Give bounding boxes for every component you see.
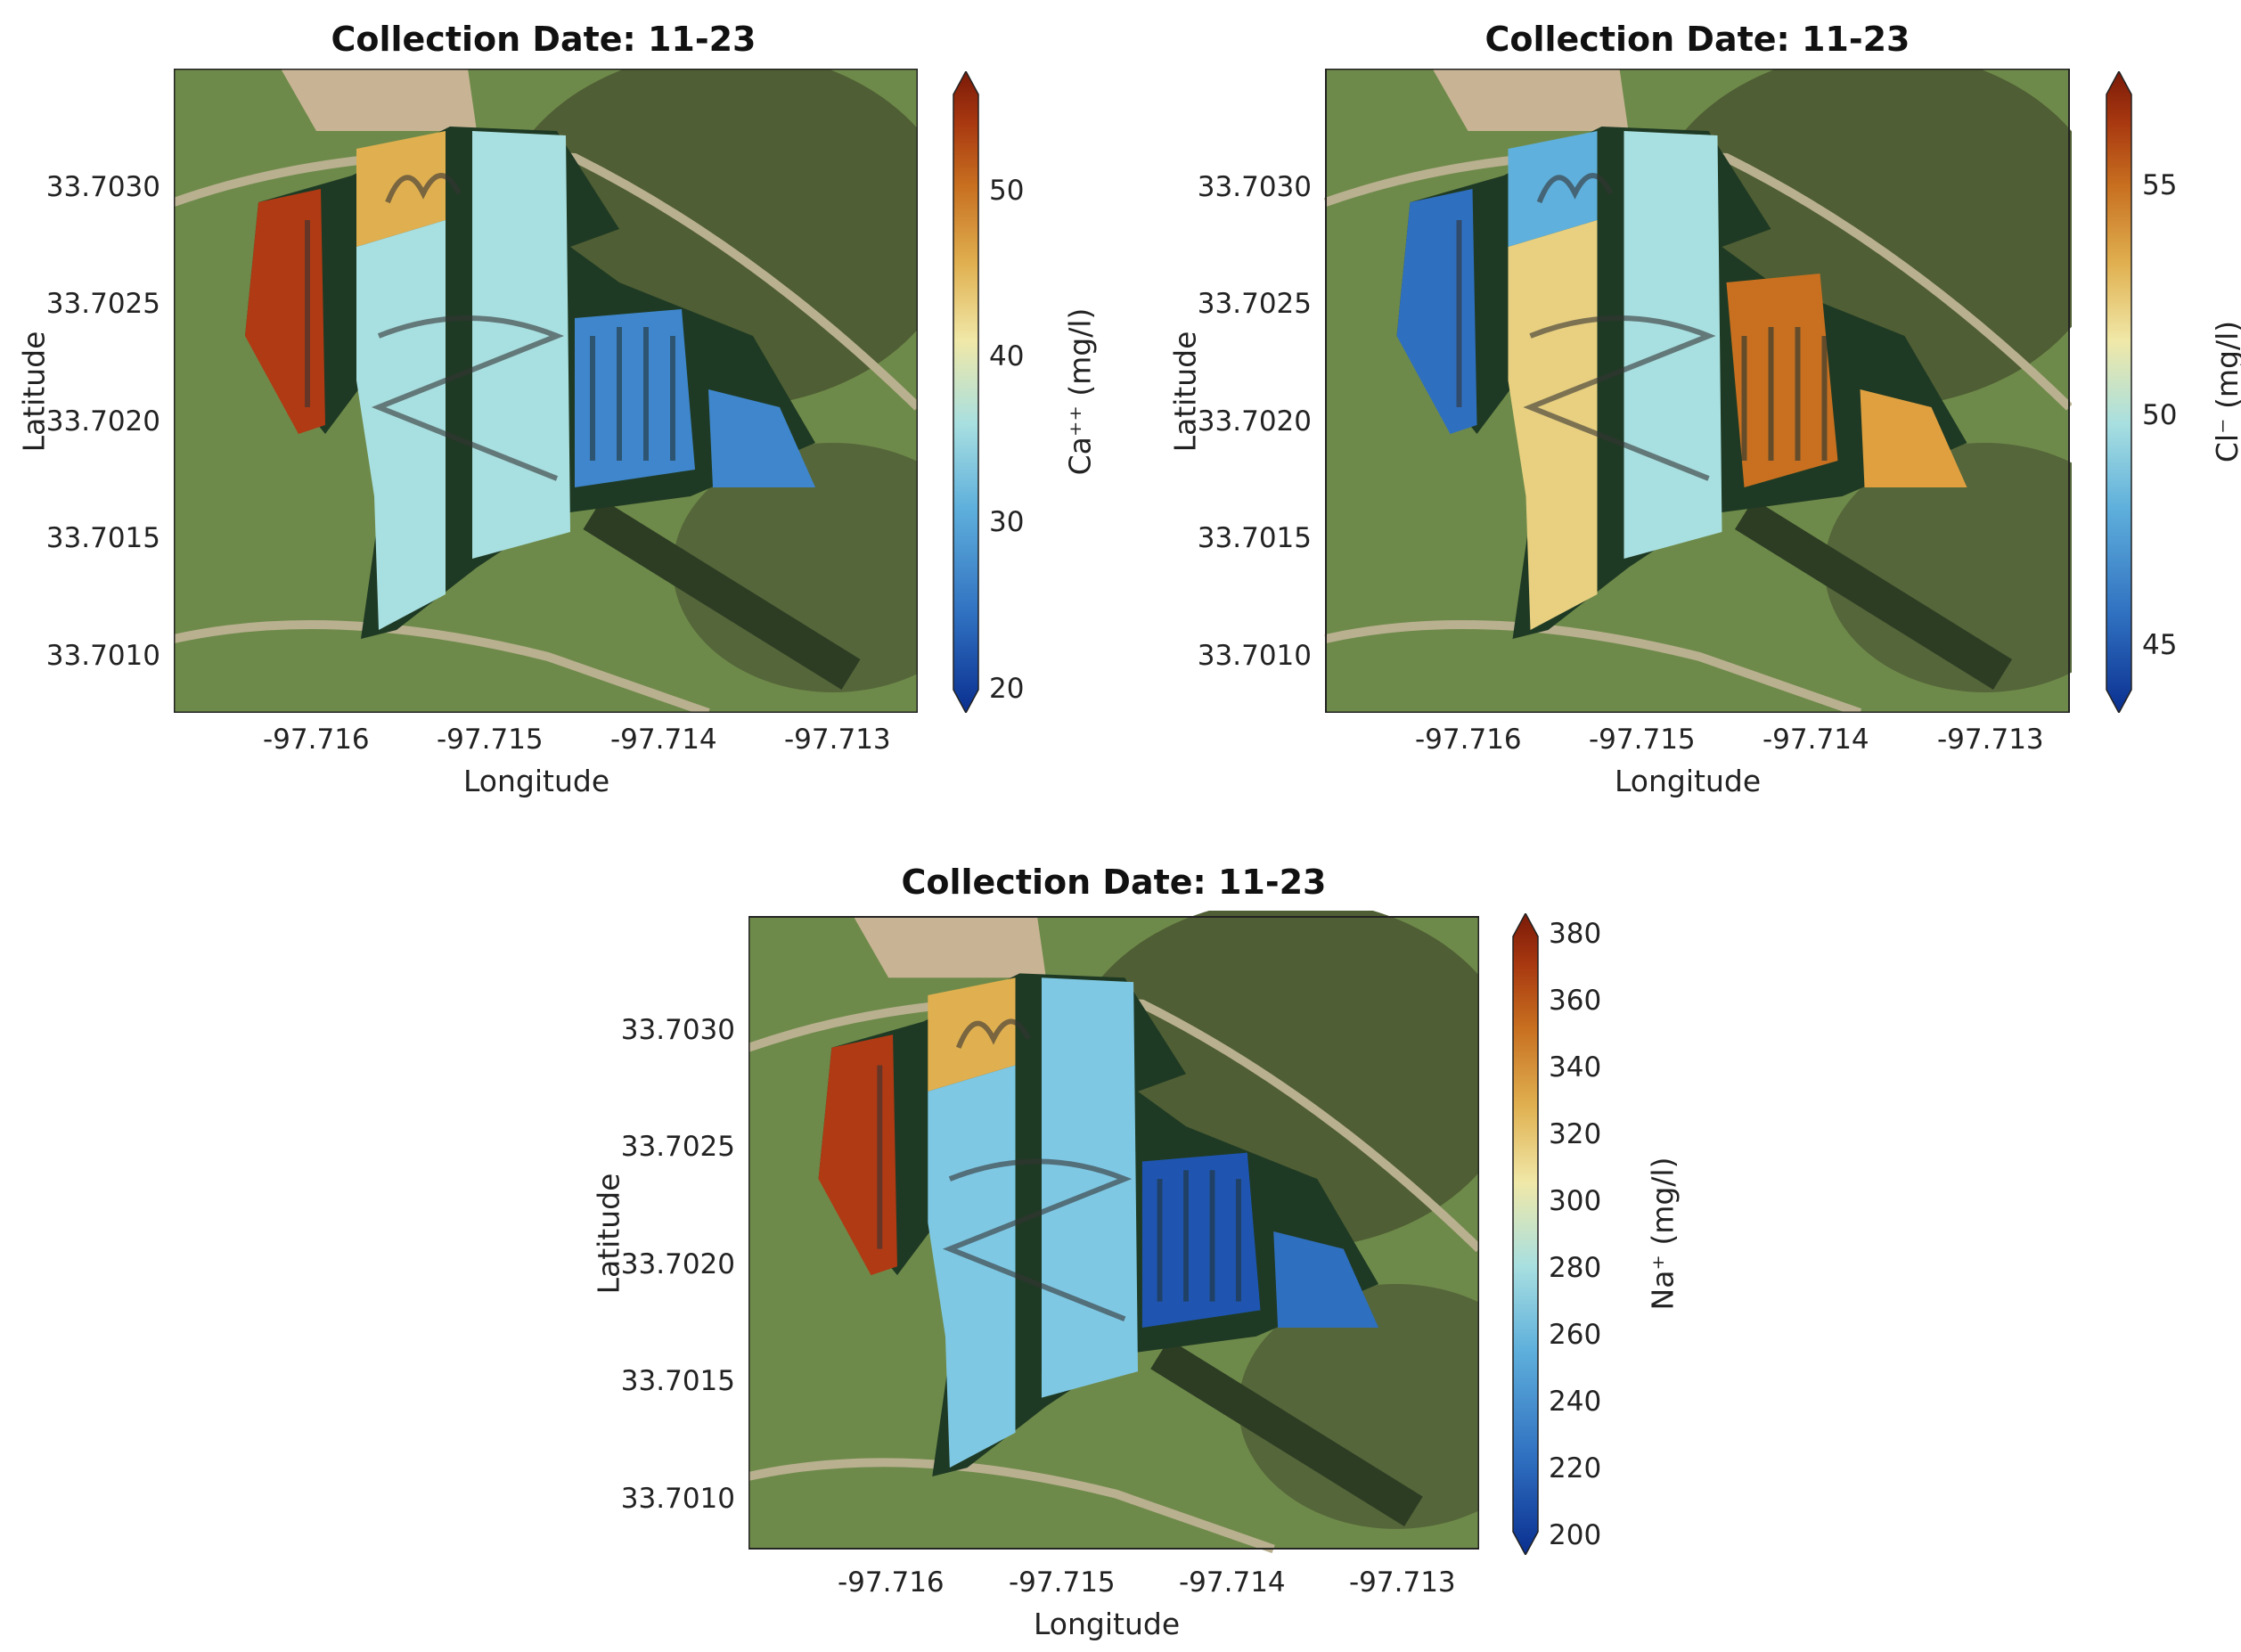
dirt-road	[748, 995, 1479, 1253]
y-tick-label: 33.7025	[1197, 288, 1312, 320]
colorbar-tick: 240	[1549, 1386, 1602, 1418]
satellite-map[interactable]	[174, 69, 918, 713]
map-frame	[748, 916, 1479, 1550]
x-tick-label: -97.713	[1349, 1566, 1456, 1599]
x-tick-label: -97.714	[610, 724, 717, 756]
y-tick-label: 33.7030	[620, 1014, 735, 1046]
y-tick-label: 33.7030	[1197, 171, 1312, 203]
colorbar-tick: 340	[1549, 1051, 1602, 1084]
x-tick-label: -97.715	[437, 724, 544, 756]
satellite-map[interactable]	[748, 911, 1479, 1555]
colorbar-tick: 360	[1549, 985, 1602, 1017]
y-axis-label: Latitude	[16, 331, 52, 453]
concentration-overlay	[708, 389, 815, 487]
creek	[1150, 1338, 1423, 1526]
colorbar	[1512, 913, 1539, 1555]
y-tick-label: 33.7010	[620, 1483, 735, 1515]
x-tick-label: -97.715	[1589, 724, 1696, 756]
dirt-road	[174, 620, 710, 713]
concentration-overlay	[356, 131, 446, 247]
y-tick-label: 33.7020	[620, 1248, 735, 1280]
colorbar-tick: 40	[989, 340, 1025, 372]
concentration-overlay	[1860, 389, 1967, 487]
x-tick-label: -97.716	[1415, 724, 1522, 756]
y-tick-label: 33.7020	[1197, 405, 1312, 438]
x-tick-label: -97.714	[1763, 724, 1869, 756]
colorbar-label: Ca⁺⁺ (mg/l)	[1062, 307, 1098, 476]
creek	[1735, 498, 2013, 690]
concentration-overlay	[928, 977, 1016, 1092]
concentration-overlay	[1726, 274, 1838, 487]
concentration-overlay	[1508, 131, 1598, 247]
survey-track	[590, 327, 675, 461]
concentration-overlay	[472, 131, 570, 559]
colorbar-label: Cl⁻ (mg/l)	[2210, 320, 2241, 463]
colorbar-tick: 30	[989, 506, 1025, 538]
y-tick-label: 33.7015	[45, 522, 160, 554]
colorbar-tick: 260	[1549, 1319, 1602, 1351]
dirt-road	[1324, 620, 1862, 713]
colorbar-tick: 300	[1549, 1185, 1602, 1217]
tree-cover	[1824, 443, 2072, 692]
colorbar	[2106, 71, 2132, 713]
colorbar	[953, 71, 979, 713]
y-axis-label: Latitude	[591, 1173, 626, 1295]
colorbar-tick: 280	[1549, 1252, 1602, 1284]
survey-track	[1741, 327, 1828, 461]
colorbar-tick: 380	[1549, 918, 1602, 950]
x-tick-label: -97.713	[1937, 724, 2044, 756]
survey-track	[1456, 173, 1716, 481]
y-tick-label: 33.7015	[620, 1365, 735, 1397]
concentration-overlay	[1141, 1152, 1261, 1329]
survey-track	[877, 1018, 1133, 1321]
tree-cover	[1238, 1283, 1479, 1529]
x-tick-label: -97.713	[784, 724, 891, 756]
satellite-map[interactable]	[1323, 69, 2072, 713]
y-tick-label: 33.7015	[1197, 522, 1312, 554]
creek	[583, 498, 861, 690]
x-axis-label: Longitude	[1615, 764, 1762, 798]
concentration-overlay	[1273, 1231, 1379, 1329]
colorbar-tick: 55	[2142, 169, 2178, 201]
tree-cover	[673, 443, 918, 692]
bare-ground	[853, 916, 1046, 978]
colorbar-tick: 45	[2142, 629, 2178, 661]
y-tick-label: 33.7030	[45, 171, 160, 203]
concentration-overlay	[575, 309, 695, 487]
map-frame	[1325, 69, 2070, 713]
dirt-road	[1323, 149, 2072, 411]
survey-track	[305, 173, 565, 481]
survey-track	[1157, 1170, 1241, 1302]
y-tick-label: 33.7010	[1197, 640, 1312, 672]
colorbar-tick: 200	[1549, 1519, 1602, 1551]
concentration-overlay	[1623, 131, 1722, 559]
bare-ground	[1432, 69, 1629, 131]
concentration-overlay	[1041, 977, 1139, 1398]
panel-title: Collection Date: 11-23	[901, 863, 1327, 902]
bare-ground	[281, 69, 477, 131]
colorbar-label: Na⁺ (mg/l)	[1645, 1157, 1681, 1311]
x-tick-label: -97.716	[838, 1566, 945, 1599]
x-tick-label: -97.715	[1009, 1566, 1116, 1599]
y-tick-label: 33.7025	[620, 1131, 735, 1163]
x-tick-label: -97.714	[1179, 1566, 1286, 1599]
x-axis-label: Longitude	[1034, 1607, 1181, 1641]
y-tick-label: 33.7020	[45, 405, 160, 438]
y-tick-label: 33.7025	[45, 288, 160, 320]
x-axis-label: Longitude	[463, 764, 610, 798]
y-tick-label: 33.7010	[45, 640, 160, 672]
panel-title: Collection Date: 11-23	[1484, 20, 1910, 59]
colorbar-tick: 50	[2142, 399, 2178, 431]
dirt-road	[174, 149, 918, 411]
y-axis-label: Latitude	[1167, 331, 1203, 453]
colorbar-tick: 320	[1549, 1118, 1602, 1150]
colorbar-tick: 20	[989, 673, 1025, 705]
panel-title: Collection Date: 11-23	[331, 20, 757, 59]
dirt-road	[748, 1458, 1275, 1554]
map-frame	[174, 69, 918, 713]
colorbar-tick: 50	[989, 175, 1025, 207]
x-tick-label: -97.716	[263, 724, 370, 756]
colorbar-tick: 220	[1549, 1452, 1602, 1484]
